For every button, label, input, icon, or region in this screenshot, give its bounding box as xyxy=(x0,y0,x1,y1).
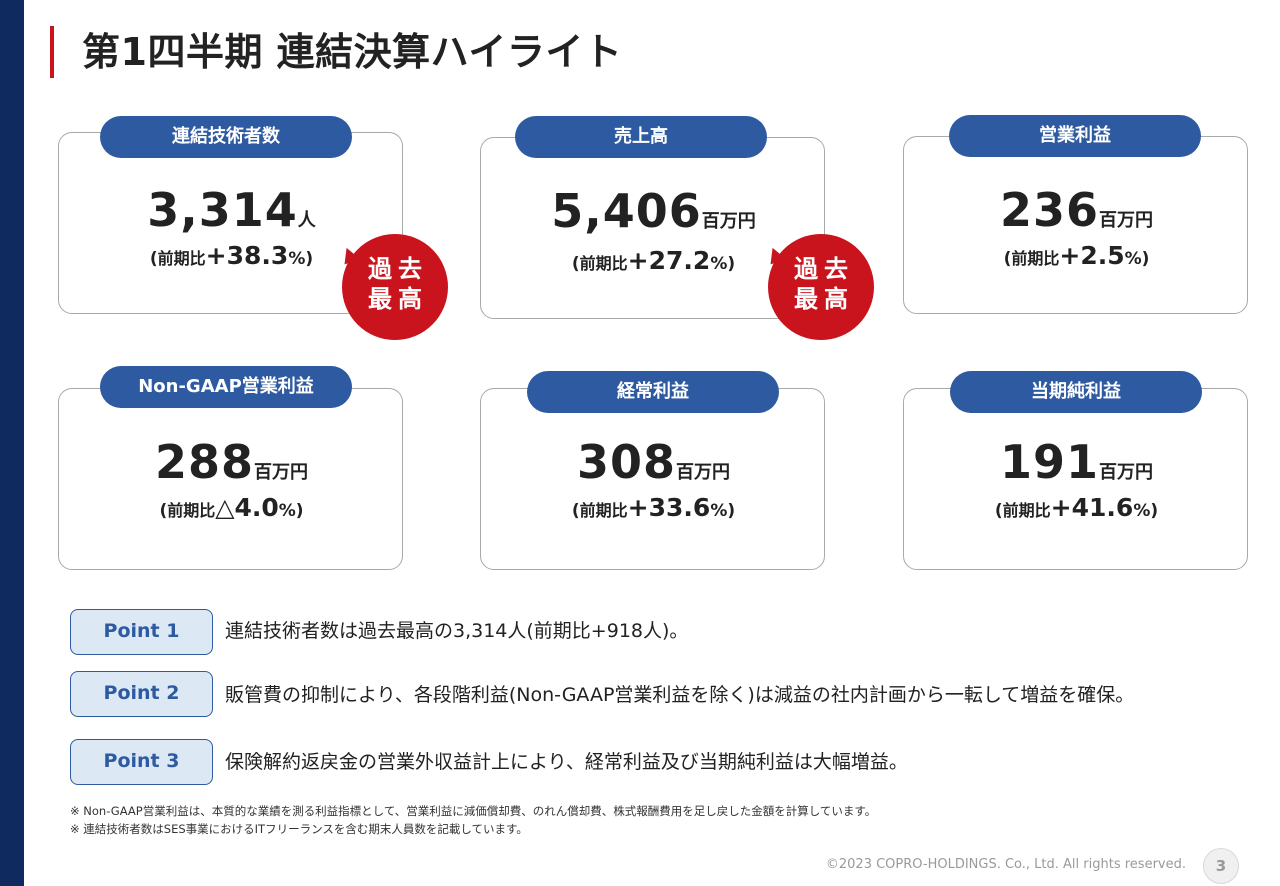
change-value: +27.2 xyxy=(627,246,711,275)
change-prefix: 前期比 xyxy=(1011,249,1060,268)
card-change: (前期比+41.6%) xyxy=(904,493,1249,522)
badge-line-2: 最高 xyxy=(368,285,428,313)
value-unit: 百万円 xyxy=(1099,210,1154,231)
card-change: (前期比+27.2%) xyxy=(481,246,826,275)
copyright-text: ©2023 COPRO-HOLDINGS. Co., Ltd. All righ… xyxy=(825,857,1186,872)
card-net-income: 191百万円 (前期比+41.6%) xyxy=(903,388,1248,570)
card-change: (前期比△4.0%) xyxy=(59,493,404,522)
change-value: +2.5 xyxy=(1059,241,1125,270)
point-1-text: 連結技術者数は過去最高の3,314人(前期比+918人)。 xyxy=(225,620,689,642)
change-value: △4.0 xyxy=(215,493,279,522)
value-unit: 百万円 xyxy=(676,462,731,483)
change-prefix: 前期比 xyxy=(579,254,628,273)
badge-line-1: 過去 xyxy=(794,255,854,283)
footnote-non-gaap: ※ Non-GAAP営業利益は、本質的な業績を測る利益指標として、営業利益に減価… xyxy=(70,804,877,818)
card-engineers: 3,314人 (前期比+38.3%) xyxy=(58,132,403,314)
card-change: (前期比+38.3%) xyxy=(59,241,404,270)
record-high-badge: 過去 最高 xyxy=(342,234,448,340)
card-value: 308百万円 xyxy=(481,435,826,489)
change-value: +33.6 xyxy=(627,493,711,522)
change-suffix: %) xyxy=(710,254,736,274)
point-2-text: 販管費の抑制により、各段階利益(Non-GAAP営業利益を除く)は減益の社内計画… xyxy=(225,684,1135,706)
card-value: 5,406百万円 xyxy=(481,184,826,238)
point-2-label: Point 2 xyxy=(70,671,213,717)
card-revenue: 5,406百万円 (前期比+27.2%) xyxy=(480,137,825,319)
point-1-label: Point 1 xyxy=(70,609,213,655)
change-paren: ( xyxy=(159,501,168,521)
change-paren: ( xyxy=(571,254,580,274)
record-high-badge: 過去 最高 xyxy=(768,234,874,340)
value-unit: 人 xyxy=(297,210,316,231)
badge-line-1: 過去 xyxy=(368,255,428,283)
change-paren: ( xyxy=(571,501,580,521)
value-unit: 百万円 xyxy=(1099,462,1154,483)
value-number: 191 xyxy=(999,435,1100,489)
value-number: 3,314 xyxy=(147,183,298,237)
card-change: (前期比+2.5%) xyxy=(904,241,1249,270)
point-3-label: Point 3 xyxy=(70,739,213,785)
badge-line-2: 最高 xyxy=(794,285,854,313)
change-prefix: 前期比 xyxy=(167,501,216,520)
title-accent-bar xyxy=(50,26,54,78)
value-number: 308 xyxy=(576,435,677,489)
value-unit: 百万円 xyxy=(254,462,309,483)
value-number: 288 xyxy=(154,435,255,489)
change-suffix: %) xyxy=(278,501,304,521)
change-value: +41.6 xyxy=(1050,493,1134,522)
change-prefix: 前期比 xyxy=(579,501,628,520)
point-3-text: 保険解約返戻金の営業外収益計上により、経常利益及び当期純利益は大幅増益。 xyxy=(225,751,908,773)
card-change: (前期比+33.6%) xyxy=(481,493,826,522)
card-label-operating-profit: 営業利益 xyxy=(949,115,1201,157)
card-value: 288百万円 xyxy=(59,435,404,489)
change-paren: ( xyxy=(1003,249,1012,269)
card-non-gaap-profit: 288百万円 (前期比△4.0%) xyxy=(58,388,403,570)
change-suffix: %) xyxy=(288,249,314,269)
change-suffix: %) xyxy=(710,501,736,521)
card-operating-profit: 236百万円 (前期比+2.5%) xyxy=(903,136,1248,314)
card-value: 236百万円 xyxy=(904,183,1249,237)
card-value: 191百万円 xyxy=(904,435,1249,489)
page-number: 3 xyxy=(1203,848,1239,884)
card-label-revenue: 売上高 xyxy=(515,116,767,158)
change-paren: ( xyxy=(149,249,158,269)
card-value: 3,314人 xyxy=(59,183,404,237)
card-label-ordinary-profit: 経常利益 xyxy=(527,371,779,413)
footnote-engineers: ※ 連結技術者数はSES事業におけるITフリーランスを含む期末人員数を記載してい… xyxy=(70,822,528,836)
card-ordinary-profit: 308百万円 (前期比+33.6%) xyxy=(480,388,825,570)
change-prefix: 前期比 xyxy=(157,249,206,268)
change-suffix: %) xyxy=(1124,249,1150,269)
value-number: 236 xyxy=(999,183,1100,237)
left-navy-bar xyxy=(0,0,24,886)
page-title: 第1四半期 連結決算ハイライト xyxy=(82,30,623,74)
value-number: 5,406 xyxy=(551,184,702,238)
value-unit: 百万円 xyxy=(701,211,756,232)
change-value: +38.3 xyxy=(205,241,289,270)
change-suffix: %) xyxy=(1133,501,1159,521)
card-label-net-income: 当期純利益 xyxy=(950,371,1202,413)
change-paren: ( xyxy=(994,501,1003,521)
card-label-non-gaap-profit: Non-GAAP営業利益 xyxy=(100,366,352,408)
change-prefix: 前期比 xyxy=(1002,501,1051,520)
card-label-engineers: 連結技術者数 xyxy=(100,116,352,158)
